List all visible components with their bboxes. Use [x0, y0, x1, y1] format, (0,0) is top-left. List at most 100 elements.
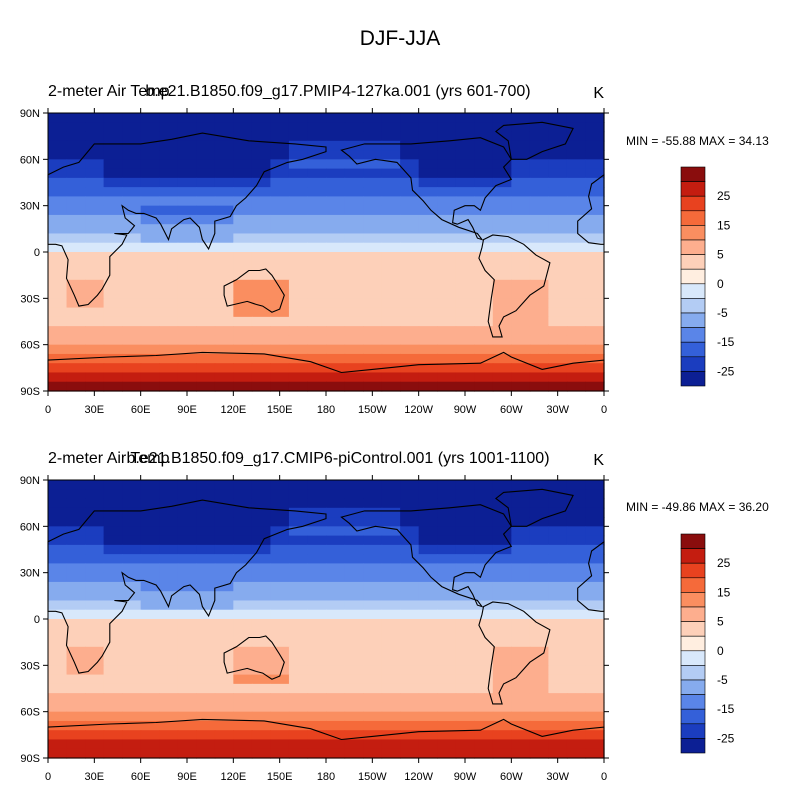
y-tick-label: 90N	[20, 108, 40, 120]
x-tick-label: 60E	[131, 771, 151, 783]
x-tick-label: 30W	[546, 404, 569, 416]
coastline	[577, 540, 605, 612]
x-tick-label: 90E	[177, 404, 197, 416]
y-tick-label: 90N	[20, 475, 40, 487]
coastline	[340, 504, 513, 608]
y-tick-label: 0	[34, 247, 40, 259]
x-tick-label: 0	[45, 404, 51, 416]
coastline	[495, 121, 574, 160]
colorbar-box	[680, 283, 706, 299]
x-tick-label: 120W	[404, 771, 433, 783]
colorbar-box	[680, 708, 706, 725]
colorbar-box	[680, 298, 706, 314]
colorbar-label: 25	[717, 556, 731, 570]
colorbar-box	[680, 239, 706, 255]
colorbar-box	[680, 606, 706, 622]
y-tick-label: 60N	[20, 521, 40, 533]
colorbar-box	[680, 738, 706, 754]
x-tick-label: 180	[317, 404, 335, 416]
colorbar-box	[680, 268, 706, 285]
y-tick-label: 90S	[20, 386, 40, 398]
coastlines	[47, 488, 605, 759]
coastline	[47, 499, 327, 674]
colorbar: 25 15 5 0 -5 -15 -25	[680, 166, 735, 387]
colorbar-box	[680, 181, 706, 197]
colorbar-box	[680, 166, 706, 182]
colorbar-box	[680, 665, 706, 681]
temperature-field	[48, 113, 605, 392]
coastlines	[47, 121, 605, 392]
colorbar-box	[680, 548, 706, 564]
panel-center-title: b.e21.B1850.f09_g17.PMIP4-127ka.001 (yrs…	[145, 83, 530, 100]
coastline	[340, 137, 513, 241]
coastline	[223, 268, 285, 313]
panel-left-title: 2-meter Air Temp	[48, 83, 170, 100]
panel-units: K	[593, 85, 604, 102]
colorbar-label: -5	[717, 673, 728, 687]
colorbar-box	[680, 679, 706, 695]
colorbar-box	[680, 562, 706, 579]
colorbar-label: 25	[717, 189, 731, 203]
coastline	[223, 635, 285, 680]
colorbar-label: 15	[717, 218, 731, 232]
x-tick-label: 90W	[454, 771, 477, 783]
y-tick-label: 60S	[20, 707, 40, 719]
colorbar-box	[680, 621, 706, 637]
coastline	[577, 173, 605, 245]
panel-left-title: 2-meter Air Temp	[48, 450, 170, 467]
y-tick-label: 30S	[20, 293, 40, 305]
x-tick-label: 30E	[85, 771, 105, 783]
y-tick-label: 30N	[20, 568, 40, 580]
coastline	[47, 132, 327, 307]
x-tick-label: 150E	[267, 771, 293, 783]
colorbar-label: 5	[717, 615, 724, 629]
colorbar-box	[680, 650, 706, 666]
colorbar-box	[680, 533, 706, 549]
x-tick-label: 150W	[358, 771, 387, 783]
colorbar-box	[680, 341, 706, 358]
x-tick-label: 90E	[177, 771, 197, 783]
colorbar-label: -25	[717, 364, 735, 378]
figure-title: DJF-JJA	[360, 27, 441, 50]
colorbar: 25 15 5 0 -5 -15 -25	[680, 533, 735, 754]
x-tick-label: 0	[601, 771, 607, 783]
colorbar-box	[680, 592, 706, 608]
colorbar-box	[680, 210, 706, 226]
x-tick-label: 60W	[500, 771, 523, 783]
min-max-stats: MIN = -55.88 MAX = 34.13	[626, 134, 769, 148]
colorbar-box	[680, 371, 706, 387]
y-tick-label: 60S	[20, 340, 40, 352]
x-tick-label: 120E	[220, 404, 246, 416]
x-tick-label: 30E	[85, 404, 105, 416]
y-tick-label: 30S	[20, 660, 40, 672]
colorbar-box	[680, 356, 706, 372]
x-tick-label: 120E	[220, 771, 246, 783]
colorbar-box	[680, 723, 706, 739]
colorbar-label: 0	[717, 277, 724, 291]
x-tick-label: 150E	[267, 404, 293, 416]
map-panel-2: 0 30E 60E 90E 120E 150E 180 150W 120W 90W 60W 30W 0 9…	[20, 450, 769, 783]
colorbar-box	[680, 635, 706, 652]
x-tick-label: 180	[317, 771, 335, 783]
colorbar-box	[680, 327, 706, 343]
colorbar-label: -5	[717, 306, 728, 320]
colorbar-label: 5	[717, 248, 724, 262]
y-tick-label: 90S	[20, 753, 40, 765]
colorbar-box	[680, 254, 706, 270]
x-tick-label: 60E	[131, 404, 151, 416]
colorbar-label: -25	[717, 731, 735, 745]
y-tick-label: 60N	[20, 154, 40, 166]
x-tick-label: 90W	[454, 404, 477, 416]
colorbar-box	[680, 225, 706, 241]
coastline	[495, 488, 574, 527]
colorbar-label: -15	[717, 335, 735, 349]
x-tick-label: 60W	[500, 404, 523, 416]
colorbar-label: 0	[717, 644, 724, 658]
panel-units: K	[593, 452, 604, 469]
coastline	[478, 601, 551, 705]
x-tick-label: 150W	[358, 404, 387, 416]
map-panel-1: 0 30E 60E 90E 120E 150E 180 150W 120W 90W 60W 30W 09…	[20, 83, 769, 416]
x-tick-label: 30W	[546, 771, 569, 783]
